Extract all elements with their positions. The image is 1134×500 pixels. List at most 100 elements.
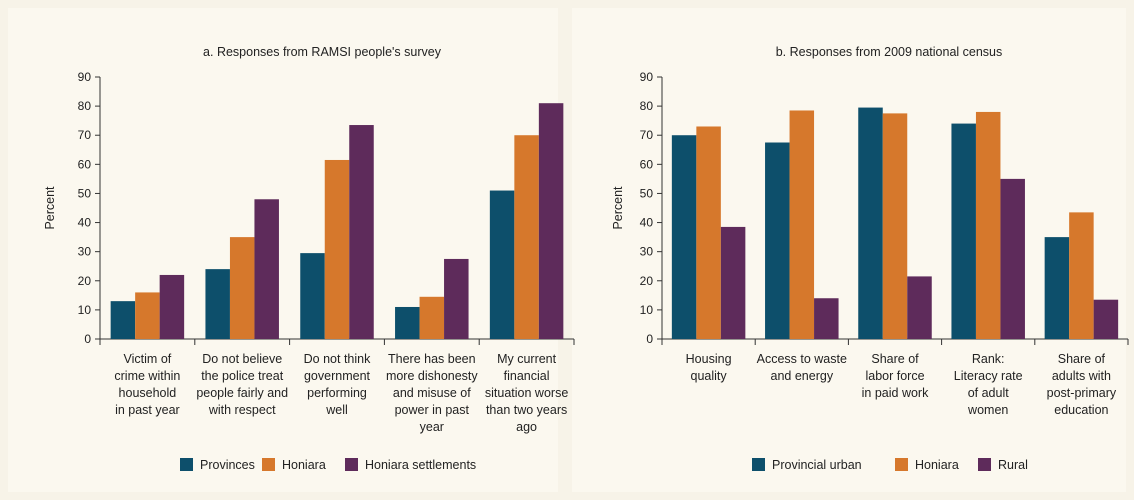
bar-honiara [975, 111, 1001, 339]
category-label-line: and energy [771, 369, 834, 383]
category-label-line: Housing [686, 352, 732, 366]
category-label-line: with respect [208, 403, 276, 417]
bar-provincial-urban [765, 142, 790, 339]
legend-label: Honiara [915, 458, 959, 472]
bar-honiara-settlements [444, 258, 469, 339]
category-label-line: Share of [871, 352, 919, 366]
y-tick-label: 70 [78, 128, 92, 142]
y-tick-label: 90 [78, 70, 92, 84]
category-label-line: and misuse of [393, 386, 471, 400]
panel-b-background [572, 8, 1126, 492]
bar-provinces [110, 301, 136, 339]
category-label-line: post-primary [1047, 386, 1117, 400]
bar-rural [907, 276, 932, 339]
bar-provincial-urban [858, 107, 883, 339]
y-tick-label: 30 [78, 245, 92, 259]
bar-provinces [395, 306, 420, 339]
bar-honiara [229, 237, 255, 339]
y-axis-label: Percent [43, 186, 57, 230]
bar-honiara [882, 113, 908, 339]
category-label-line: in past year [115, 403, 180, 417]
category-label-line: Literacy rate [954, 369, 1023, 383]
category-label-line: situation worse [485, 386, 568, 400]
bar-provincial-urban [1044, 237, 1070, 339]
legend-swatch [180, 458, 193, 471]
bar-honiara-settlements [159, 274, 185, 339]
bar-honiara-settlements [254, 199, 279, 339]
category-label-line: Do not think [304, 352, 371, 366]
category-label-line: My current [497, 352, 557, 366]
legend-label: Provincial urban [772, 458, 862, 472]
category-label: Do not believe the police treat people fai… [196, 352, 288, 417]
category-label-line: financial [504, 369, 550, 383]
y-tick-label: 80 [78, 99, 92, 113]
category-label-line: Rank: [972, 352, 1005, 366]
y-tick-label: 90 [640, 70, 654, 84]
category-label: Share of adults with post-primary education [1047, 352, 1117, 417]
bar-rural [1000, 178, 1025, 339]
y-axis-label: Percent [611, 186, 625, 230]
y-tick-label: 0 [84, 332, 91, 346]
category-label-line: education [1054, 403, 1108, 417]
category-label-line: labor force [865, 369, 924, 383]
category-label-line: more dishonesty [386, 369, 478, 383]
bar-honiara [1069, 212, 1094, 339]
category-label: Access to waste and energy [757, 352, 847, 383]
y-tick-label: 60 [78, 157, 92, 171]
category-label-line: Do not believe [202, 352, 282, 366]
legend-label: Honiara settlements [365, 458, 476, 472]
category-label: There has been more dishonesty and misuse … [386, 352, 478, 434]
legend-label: Honiara [282, 458, 326, 472]
chart-b: b. Responses from 2009 national census Pe… [611, 45, 1129, 472]
category-label-line: than two years [486, 403, 567, 417]
category-label-line: Share of [1058, 352, 1106, 366]
category-label: Housing quality [686, 352, 732, 383]
y-tick-label: 80 [640, 99, 654, 113]
y-tick-label: 10 [78, 303, 92, 317]
legend-label: Provinces [200, 458, 255, 472]
bar-provinces [300, 253, 325, 339]
category-label-line: of adult [968, 386, 1010, 400]
y-tick-label: 70 [640, 128, 654, 142]
legend-swatch [752, 458, 765, 471]
category-label-line: in paid work [862, 386, 929, 400]
bar-honiara [789, 110, 815, 339]
y-tick-label: 30 [640, 245, 654, 259]
bar-honiara [324, 159, 350, 339]
category-label-line: crime within [114, 369, 180, 383]
y-tick-label: 50 [640, 186, 654, 200]
legend-swatch [978, 458, 991, 471]
y-tick-label: 60 [640, 157, 654, 171]
y-tick-label: 40 [640, 216, 654, 230]
category-label-line: year [420, 420, 444, 434]
category-label: Share of labor force in paid work [862, 352, 929, 400]
category-label-line: Access to waste [757, 352, 847, 366]
y-tick-label: 40 [78, 216, 92, 230]
category-label-line: well [325, 403, 348, 417]
category-label-line: power in past [395, 403, 470, 417]
bar-provincial-urban [951, 123, 976, 339]
category-label: My current financial situation worse than t… [485, 352, 568, 434]
bar-honiara [419, 296, 445, 339]
bar-rural [720, 226, 746, 339]
bar-provincial-urban [671, 135, 697, 339]
y-tick-label: 10 [640, 303, 654, 317]
chart-title: b. Responses from 2009 national census [776, 45, 1003, 59]
bar-honiara-settlements [538, 103, 564, 339]
legend-label: Rural [998, 458, 1028, 472]
category-label-line: quality [691, 369, 728, 383]
category-label-line: performing [307, 386, 367, 400]
category-label-line: government [304, 369, 371, 383]
legend-swatch [262, 458, 275, 471]
category-label-line: household [119, 386, 177, 400]
legend-swatch [345, 458, 358, 471]
category-label: Victim of crime within household in past ye… [114, 352, 180, 417]
bar-provinces [489, 190, 515, 339]
bar-provinces [205, 269, 230, 339]
category-label-line: Victim of [124, 352, 172, 366]
category-label-line: women [967, 403, 1008, 417]
category-label-line: There has been [388, 352, 476, 366]
category-label-line: people fairly and [196, 386, 288, 400]
y-tick-label: 20 [640, 274, 654, 288]
